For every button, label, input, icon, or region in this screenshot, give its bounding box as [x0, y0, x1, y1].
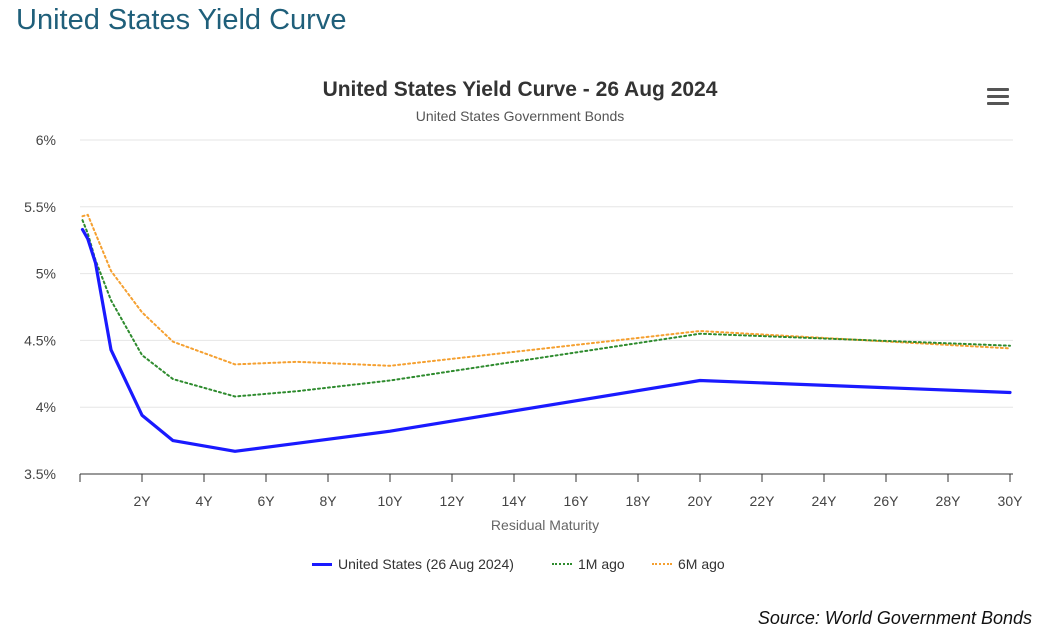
x-tick-label: 2Y [133, 493, 151, 509]
series-line-1m [81, 219, 1011, 398]
x-tick-label: 22Y [750, 493, 776, 509]
y-tick-label: 5.5% [24, 199, 56, 215]
legend-label-1m: 1M ago [578, 556, 625, 572]
hamburger-menu-icon[interactable] [987, 88, 1009, 106]
x-axis: 2Y 4Y 6Y 8Y 10Y 12Y 14Y 16Y 18Y 20Y 22Y 24Y 26Y 28Y 30… [79, 473, 1024, 509]
legend-item-6m[interactable]: 6M ago [652, 556, 725, 572]
legend-item-1m[interactable]: 1M ago [552, 556, 625, 572]
series-line-6m [81, 213, 1011, 367]
legend-label-6m: 6M ago [678, 556, 725, 572]
x-tick-label: 30Y [998, 493, 1024, 509]
x-axis-title: Residual Maturity [491, 517, 599, 533]
x-tick-label: 6Y [257, 493, 275, 509]
page-heading: United States Yield Curve [16, 4, 347, 36]
x-tick-label: 20Y [688, 493, 714, 509]
chart-subtitle: United States Government Bonds [416, 108, 625, 124]
legend-label-us: United States (26 Aug 2024) [338, 556, 514, 572]
x-tick-label: 14Y [502, 493, 528, 509]
x-tick-label: 8Y [319, 493, 337, 509]
y-tick-label: 5% [36, 266, 56, 282]
y-tick-label: 6% [36, 132, 56, 148]
chart-legend: United States (26 Aug 2024) 1M ago 6M ag… [0, 556, 1040, 578]
legend-swatch-us [312, 562, 332, 566]
y-tick-label: 3.5% [24, 466, 56, 482]
y-tick-label: 4.5% [24, 332, 56, 348]
x-tick-label: 16Y [564, 493, 590, 509]
grid-lines [80, 139, 1013, 408]
x-tick-label: 10Y [378, 493, 404, 509]
x-tick-label: 28Y [936, 493, 962, 509]
x-tick-label: 26Y [874, 493, 900, 509]
chart-title: United States Yield Curve - 26 Aug 2024 [323, 78, 718, 101]
x-tick-label: 12Y [440, 493, 466, 509]
x-tick-label: 18Y [626, 493, 652, 509]
x-tick-label: 4Y [195, 493, 213, 509]
y-tick-label: 4% [36, 399, 56, 415]
source-note: Source: World Government Bonds [757, 608, 1032, 628]
legend-item-us[interactable]: United States (26 Aug 2024) [312, 556, 514, 572]
series-line-us [80, 227, 1012, 453]
legend-swatch-1m [552, 563, 572, 565]
series-lines [80, 213, 1012, 453]
x-tick-label: 24Y [812, 493, 838, 509]
y-axis: 3.5% 4% 4.5% 5% 5.5% 6% [24, 132, 56, 482]
legend-swatch-6m [652, 563, 672, 565]
